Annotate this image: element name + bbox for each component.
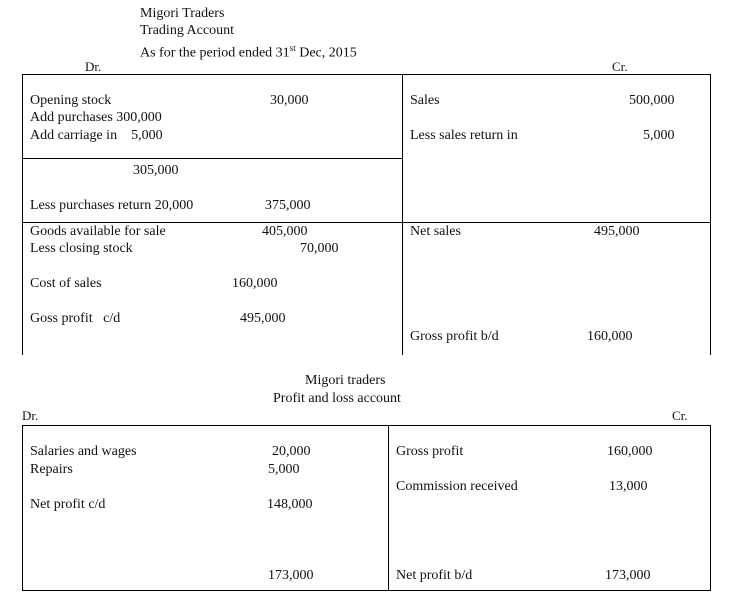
amount: 173,000 (605, 568, 651, 583)
company: Migori traders (305, 373, 386, 388)
dr: Dr. (85, 59, 102, 74)
rule (388, 425, 389, 591)
label: Add carriage in 5,000 (30, 128, 163, 143)
label: Net profit b/d (396, 568, 473, 583)
amount: 148,000 (267, 497, 313, 512)
amount: 375,000 (265, 198, 311, 213)
label: Cost of sales (30, 276, 102, 291)
rule (22, 222, 711, 223)
amount: 13,000 (609, 479, 648, 494)
label: Add purchases 300,000 (30, 110, 162, 125)
rule (402, 74, 403, 355)
amount: 5,000 (268, 462, 300, 477)
label: Goods available for sale (30, 224, 166, 239)
title: Trading Account (140, 23, 234, 38)
amount: 495,000 (240, 311, 286, 326)
rule (22, 425, 711, 426)
company: Migori Traders (140, 6, 225, 21)
label: Opening stock (30, 93, 112, 108)
label: Commission received (396, 479, 518, 494)
amount: 20,000 (272, 444, 311, 459)
label: Net profit c/d (30, 497, 106, 512)
rule (710, 425, 711, 591)
title: Profit and loss account (273, 391, 401, 406)
period: As for the period ended 31st Dec, 2015 (140, 39, 357, 63)
amount: 173,000 (268, 568, 314, 583)
dr: Dr. (22, 408, 39, 423)
label: Goss profit c/d (30, 311, 121, 326)
rule (22, 590, 711, 591)
label: Sales (410, 93, 440, 108)
rule (22, 74, 711, 75)
rule (22, 158, 402, 159)
amount: 405,000 (262, 224, 308, 239)
amount: 160,000 (232, 276, 278, 291)
label: Net sales (410, 224, 461, 239)
period-sup: st (289, 43, 296, 53)
cr: Cr. (612, 59, 628, 74)
amount: 70,000 (300, 241, 339, 256)
rule (710, 74, 711, 355)
label: Gross profit (396, 444, 464, 459)
period-text: Dec, 2015 (295, 45, 357, 61)
label: Gross profit b/d (410, 329, 499, 344)
label: Repairs (30, 462, 73, 477)
label: Less purchases return 20,000 (30, 198, 194, 213)
label: Less sales return in (410, 128, 518, 143)
rule (22, 74, 23, 355)
amount: 305,000 (133, 163, 179, 178)
amount: 160,000 (607, 444, 653, 459)
amount: 500,000 (629, 93, 675, 108)
amount: 5,000 (643, 128, 675, 143)
period-text: As for the period ended 31 (140, 45, 290, 61)
rule (22, 425, 23, 591)
amount: 495,000 (594, 224, 640, 239)
label: Salaries and wages (30, 444, 137, 459)
amount: 30,000 (270, 93, 309, 108)
label: Less closing stock (30, 241, 133, 256)
amount: 160,000 (587, 329, 633, 344)
cr: Cr. (672, 408, 688, 423)
